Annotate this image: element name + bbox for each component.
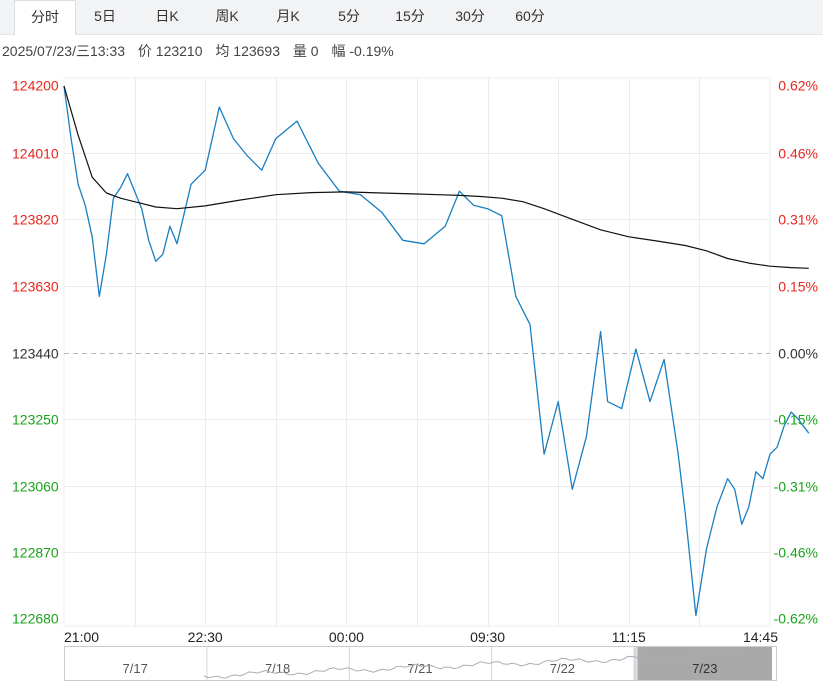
y-axis-percent-label: -0.46% bbox=[774, 545, 818, 561]
y-axis-price-label: 123820 bbox=[12, 212, 59, 228]
average-price-line bbox=[63, 85, 809, 269]
navigator-date-label: 7/22 bbox=[550, 661, 575, 676]
y-axis-price-label: 123250 bbox=[12, 412, 59, 428]
tab-5-day[interactable]: 5日 bbox=[94, 8, 116, 24]
x-axis-time-label: 00:00 bbox=[329, 629, 364, 645]
period-tab-bar: 分时 5日 日K 周K 月K 5分 15分 30分 60分 bbox=[0, 0, 823, 35]
tab-daily-k[interactable]: 日K bbox=[155, 8, 179, 24]
tab-5-min[interactable]: 5分 bbox=[338, 8, 360, 24]
tab-30-min[interactable]: 30分 bbox=[455, 8, 485, 24]
y-axis-percent-label: 0.15% bbox=[778, 279, 818, 295]
y-axis-price-label: 122870 bbox=[12, 545, 59, 561]
navigator-trend-line bbox=[203, 651, 741, 679]
y-axis-percent-label: 0.62% bbox=[778, 78, 818, 94]
x-axis-time-label: 21:00 bbox=[64, 629, 99, 645]
tab-60-min[interactable]: 60分 bbox=[515, 8, 545, 24]
quote-volume: 量 0 bbox=[292, 43, 319, 59]
y-axis-price-label: 124010 bbox=[12, 146, 59, 162]
navigator-date-label: 7/21 bbox=[407, 661, 432, 676]
y-axis-price-label: 122680 bbox=[12, 611, 59, 627]
navigator-left-handle[interactable] bbox=[633, 647, 638, 680]
tab-monthly-k[interactable]: 月K bbox=[276, 8, 300, 24]
tab-weekly-k[interactable]: 周K bbox=[215, 8, 239, 24]
y-axis-percent-label: 0.00% bbox=[778, 346, 818, 362]
navigator-date-label: 7/17 bbox=[123, 661, 148, 676]
navigator-date-label: 7/23 bbox=[692, 661, 717, 676]
quote-info-line: 2025/07/23/三13:33 价 123210 均 123693 量 0 … bbox=[2, 41, 403, 61]
x-axis-time-label: 11:15 bbox=[612, 629, 646, 645]
y-axis-price-label: 123060 bbox=[12, 479, 59, 495]
y-axis-percent-label: -0.15% bbox=[774, 412, 818, 428]
y-axis-percent-label: 0.46% bbox=[778, 146, 818, 162]
tab-15-min[interactable]: 15分 bbox=[395, 8, 425, 24]
x-axis-time-label: 22:30 bbox=[188, 629, 223, 645]
y-axis-percent-label: 0.31% bbox=[778, 212, 818, 228]
tab-intraday[interactable]: 分时 bbox=[14, 0, 76, 35]
x-axis-time-label: 09:30 bbox=[470, 629, 505, 645]
navigator-selected-range[interactable] bbox=[637, 647, 772, 680]
y-axis-price-label: 124200 bbox=[12, 78, 59, 94]
quote-change: 幅 -0.19% bbox=[331, 43, 394, 59]
y-axis-percent-label: -0.62% bbox=[774, 611, 818, 627]
quote-average: 均 123693 bbox=[215, 43, 280, 59]
price-series-line bbox=[63, 85, 810, 617]
quote-datetime: 2025/07/23/三13:33 bbox=[2, 43, 125, 59]
x-axis-time-label: 14:45 bbox=[743, 629, 778, 645]
y-axis-price-label: 123630 bbox=[12, 279, 59, 295]
quote-price: 价 123210 bbox=[137, 43, 203, 59]
y-axis-percent-label: -0.31% bbox=[774, 479, 818, 495]
y-axis-price-label: 123440 bbox=[12, 346, 59, 362]
